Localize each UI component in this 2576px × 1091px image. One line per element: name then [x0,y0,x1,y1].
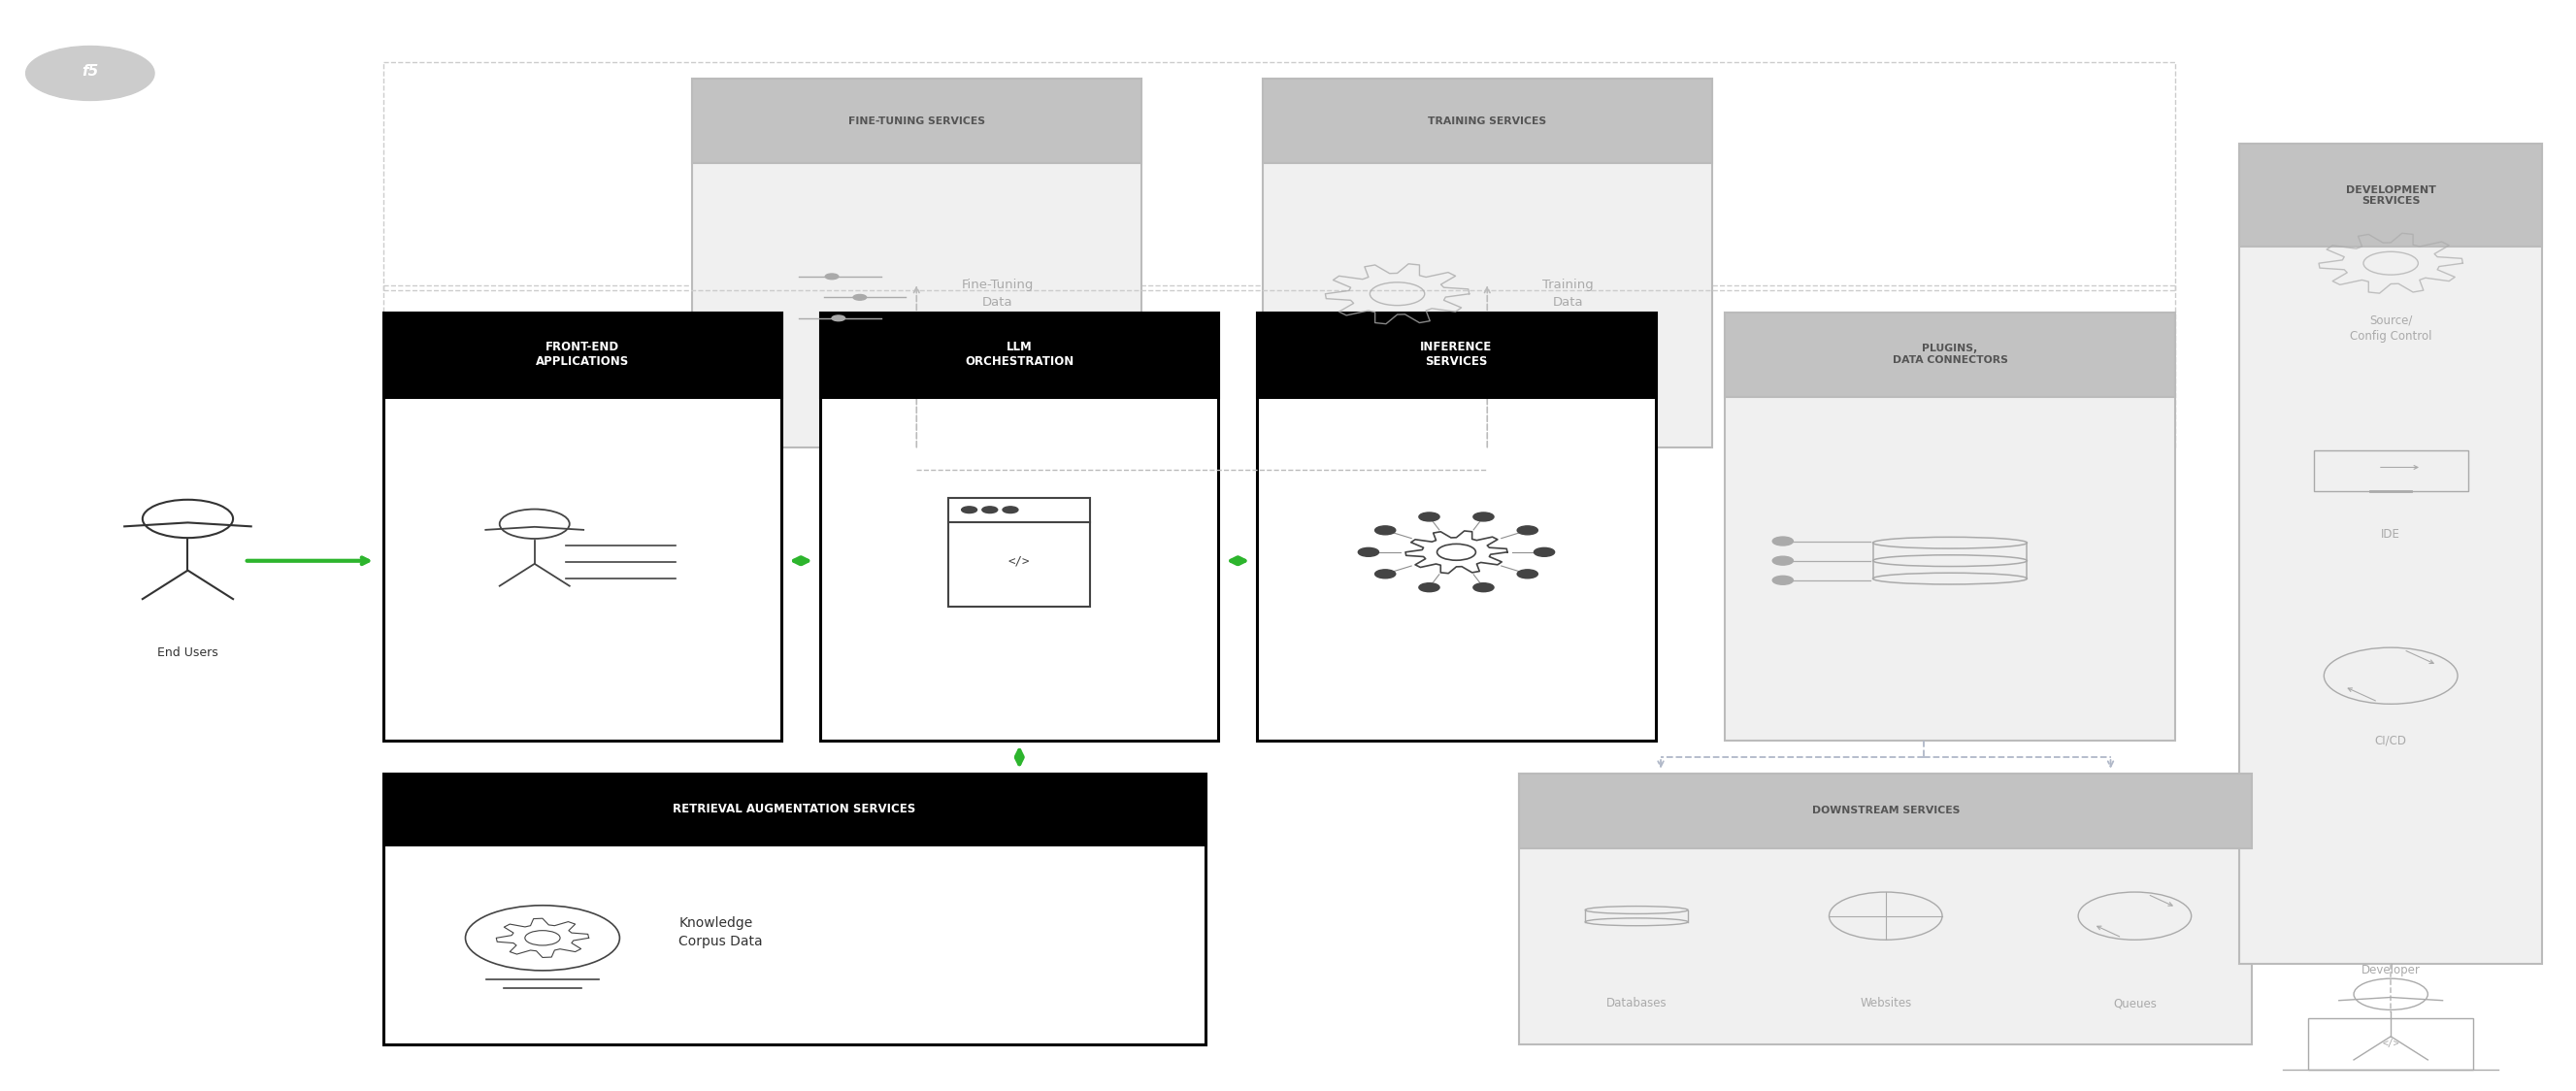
Circle shape [1473,513,1494,521]
Circle shape [1772,537,1793,546]
Bar [384,312,781,397]
Text: f5: f5 [82,63,98,79]
Text: Knowledge
Corpus Data: Knowledge Corpus Data [677,916,762,949]
Text: RETRIEVAL AUGMENTATION SERVICES: RETRIEVAL AUGMENTATION SERVICES [672,803,917,815]
Bar [1520,774,2251,1045]
Text: Source/
Config Control: Source/ Config Control [2349,314,2432,343]
Bar [1520,774,2251,848]
Bar [1262,79,1713,447]
Text: PLUGINS,
DATA CONNECTORS: PLUGINS, DATA CONNECTORS [1893,344,2007,364]
Text: INFERENCE
SERVICES: INFERENCE SERVICES [1419,340,1492,369]
Bar [384,774,1206,844]
Text: FINE-TUNING SERVICES: FINE-TUNING SERVICES [848,116,984,125]
Bar [690,79,1141,164]
Circle shape [1517,526,1538,535]
Text: FRONT-END
APPLICATIONS: FRONT-END APPLICATIONS [536,340,629,369]
Text: DEVELOPMENT
SERVICES: DEVELOPMENT SERVICES [2347,184,2437,206]
Bar [1726,312,2174,741]
Bar [2308,1018,2473,1070]
Circle shape [1002,506,1018,513]
Text: DOWNSTREAM SERVICES: DOWNSTREAM SERVICES [1811,806,1960,816]
Text: Training
Data: Training Data [1543,279,1595,309]
Text: IDE: IDE [2380,528,2401,541]
Bar [819,312,1218,397]
Bar [2239,144,2543,247]
Circle shape [1358,548,1378,556]
Circle shape [26,46,155,100]
Text: Fine-Tuning
Data: Fine-Tuning Data [961,279,1033,309]
Bar [384,774,1206,1045]
Bar [1257,312,1656,741]
Circle shape [1772,556,1793,565]
Text: CI/CD: CI/CD [2375,734,2406,747]
Circle shape [1419,513,1440,521]
Bar [1257,312,1656,397]
Bar [1726,312,2174,397]
Text: LLM
ORCHESTRATION: LLM ORCHESTRATION [966,340,1074,369]
Bar [1262,79,1713,164]
Circle shape [1376,570,1396,578]
Circle shape [961,506,976,513]
Circle shape [1517,570,1538,578]
Circle shape [824,274,837,279]
Text: Developer: Developer [2362,963,2421,976]
Circle shape [1473,583,1494,591]
Circle shape [1376,526,1396,535]
Circle shape [981,506,997,513]
Circle shape [832,315,845,321]
Bar [2239,144,2543,963]
Bar [690,79,1141,447]
Text: </>: </> [1007,554,1030,567]
Bar [819,312,1218,741]
Circle shape [1533,548,1553,556]
Text: Queues: Queues [2112,997,2156,1010]
Bar [384,312,781,741]
Circle shape [1772,576,1793,585]
Circle shape [1419,583,1440,591]
Bar [2313,449,2468,491]
Text: TRAINING SERVICES: TRAINING SERVICES [1427,116,1546,125]
Text: Databases: Databases [1607,997,1667,1010]
Bar [948,497,1090,607]
Text: End Users: End Users [157,647,219,659]
Text: Websites: Websites [1860,997,1911,1010]
Text: </>: </> [2383,1039,2398,1048]
Circle shape [853,295,866,300]
